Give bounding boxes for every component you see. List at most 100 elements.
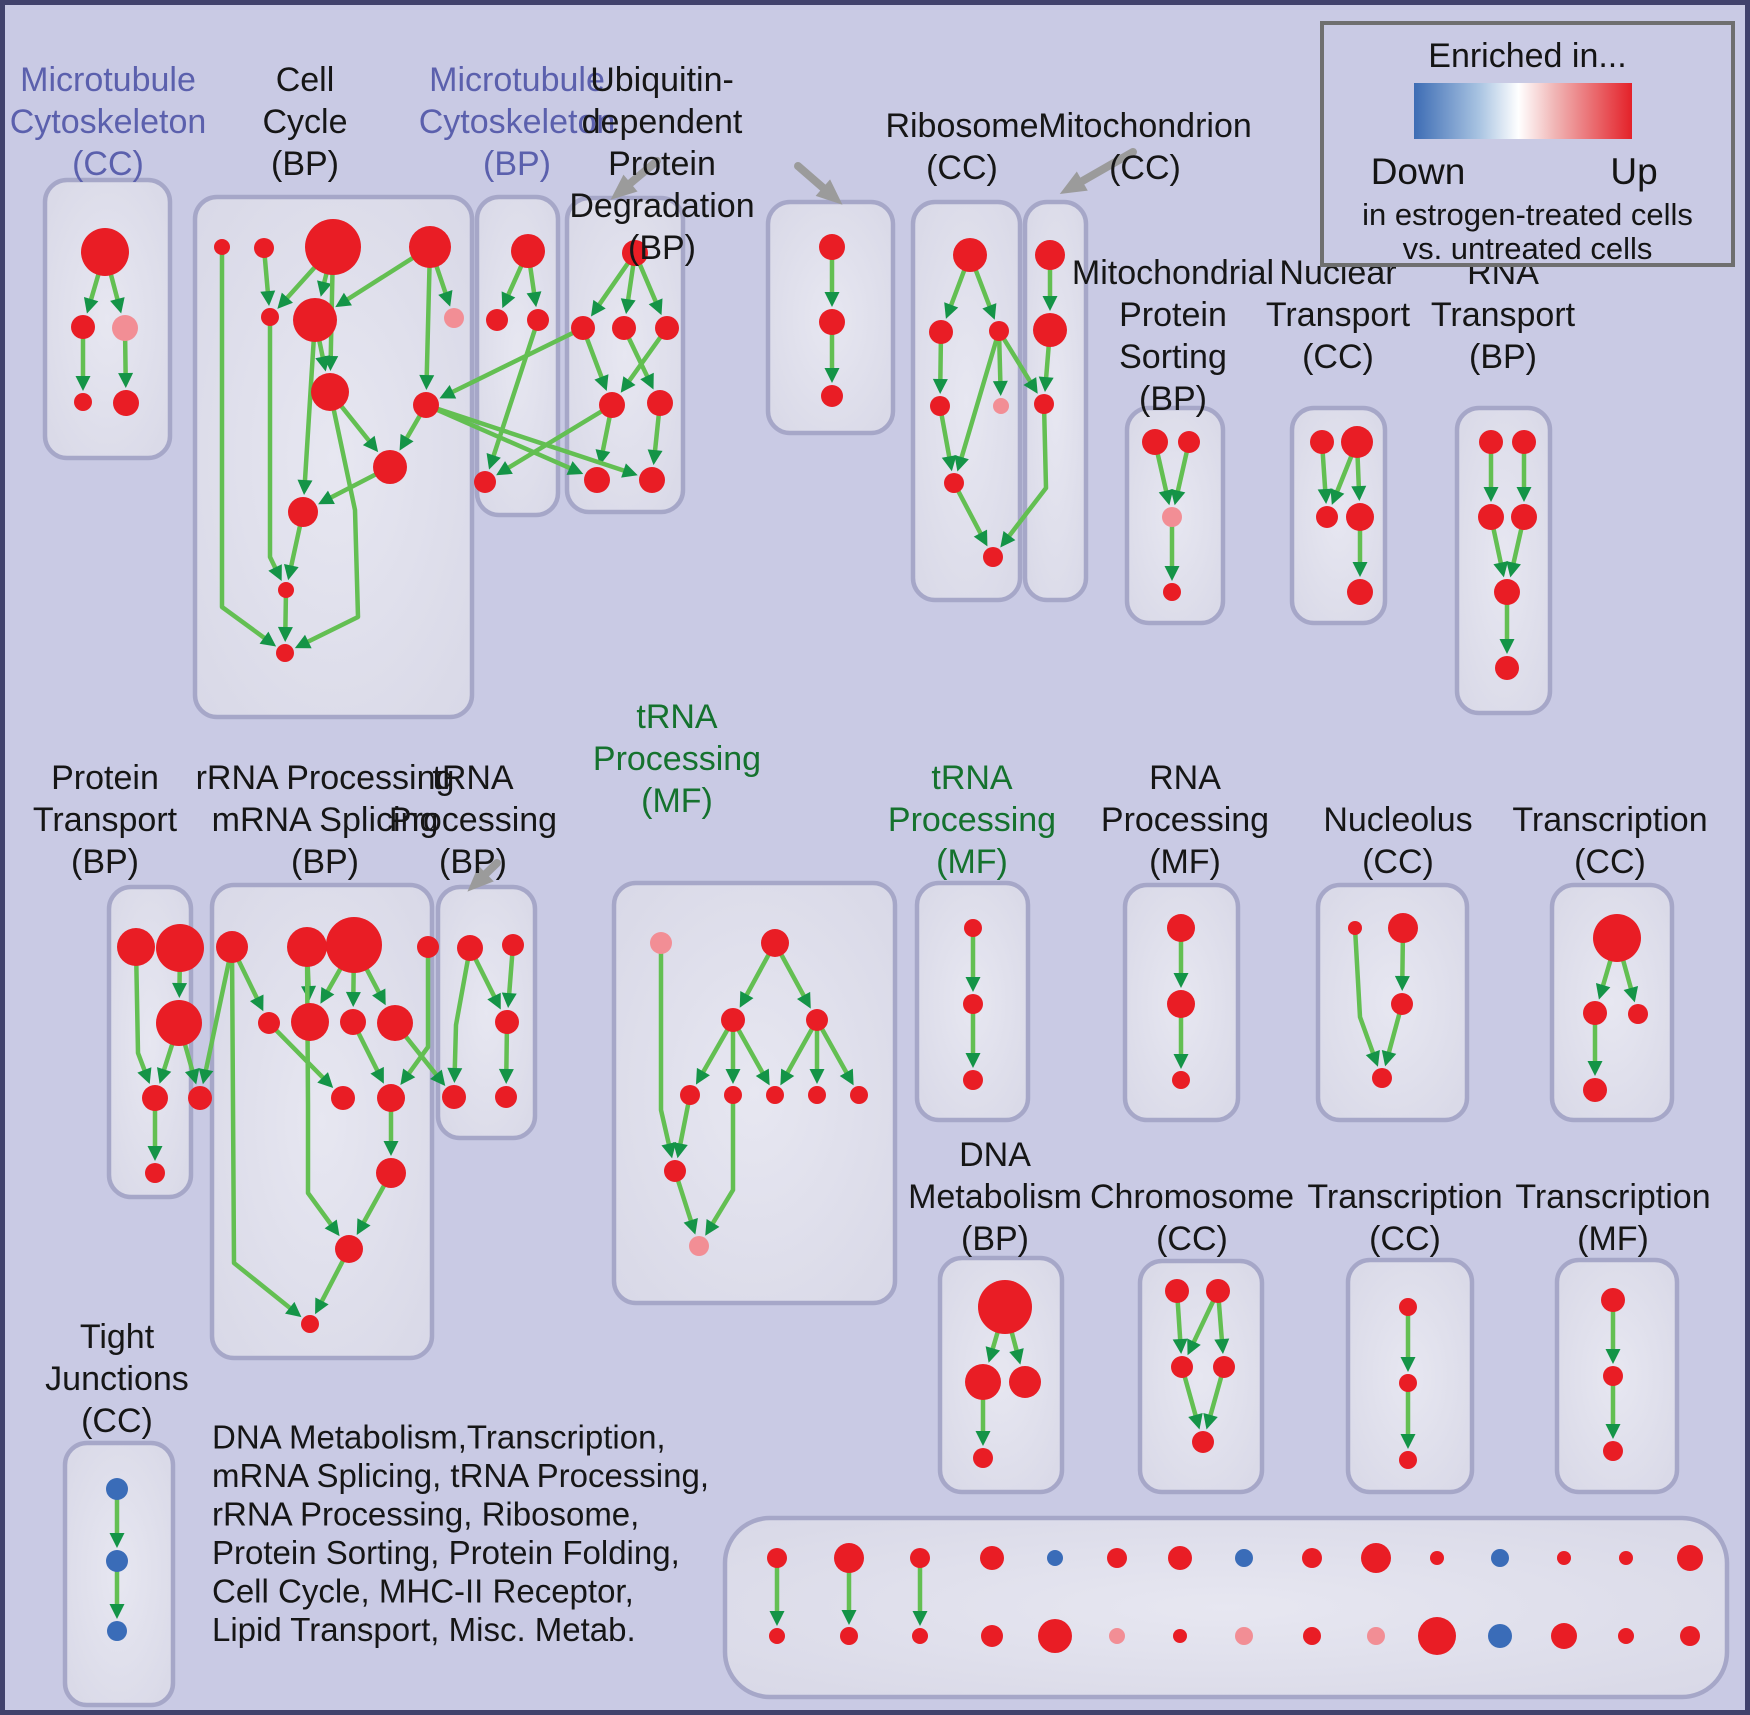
node-shared-terms-8 bbox=[1302, 1548, 1322, 1568]
group-box-cell-cycle bbox=[192, 194, 475, 720]
node-ubiquitin-5 bbox=[647, 390, 673, 416]
node-cell-cycle-6 bbox=[444, 308, 464, 328]
edge-rrna-mrna-2-head bbox=[320, 987, 335, 1004]
node-nucleolus-0 bbox=[1348, 921, 1362, 935]
edge-rrna-mrna-5-head bbox=[400, 1068, 416, 1086]
cross-edge-3-head bbox=[198, 1068, 214, 1085]
group-title-trna-bp: Processing bbox=[389, 801, 557, 839]
edge-trna-mf-big-6-head bbox=[809, 1069, 825, 1084]
node-dna-metabolism-3 bbox=[973, 1448, 993, 1468]
cross-edge-1-head bbox=[1000, 531, 1016, 548]
node-shared-terms-23 bbox=[1303, 1627, 1321, 1645]
group-title-trna-mf-big: (MF) bbox=[641, 782, 713, 820]
group-title-microtubule-cc: Microtubule bbox=[20, 61, 196, 99]
node-transcription-cc-a-2 bbox=[1628, 1004, 1648, 1024]
group-title-rna-transport: (BP) bbox=[1469, 338, 1537, 376]
group-title-ubiquitin: Ubiquitin- bbox=[590, 61, 734, 99]
node-shared-terms-18 bbox=[981, 1625, 1003, 1647]
edge-cell-cycle-6-head bbox=[438, 290, 453, 307]
group-box-ubiquitin bbox=[564, 195, 686, 515]
group-box-rna-transport bbox=[1454, 405, 1553, 716]
edge-trna-bp-2-head bbox=[447, 1067, 463, 1084]
label-pointer-arrow-2-head bbox=[1059, 171, 1088, 195]
node-chromosome-1 bbox=[1206, 1279, 1230, 1303]
node-microtubule-cc-2 bbox=[112, 315, 138, 341]
edge-cell-cycle-7-head bbox=[419, 374, 435, 391]
group-box-rrna-mrna bbox=[209, 882, 435, 1361]
group-title-nuclear-transport: (CC) bbox=[1302, 338, 1374, 376]
node-shared-terms-10 bbox=[1430, 1551, 1444, 1565]
edge-ubiquitin-4-head bbox=[640, 372, 654, 390]
node-shared-terms-4 bbox=[1047, 1550, 1063, 1566]
cross-edge-0-head bbox=[1023, 377, 1038, 394]
edge-mito-protein-sorting-0-head bbox=[1158, 489, 1174, 506]
node-transcription-mf-0 bbox=[1601, 1288, 1625, 1312]
node-shared-terms-5 bbox=[1107, 1548, 1127, 1568]
edge-microtubule-bp-2 bbox=[491, 317, 541, 458]
edge-trna-bp-3-head bbox=[498, 1068, 514, 1085]
legend-title: Enriched in... bbox=[1428, 37, 1627, 75]
node-ubiquitin-2-1 bbox=[819, 309, 845, 335]
node-shared-terms-1 bbox=[834, 1543, 864, 1573]
node-trna-mf-big-1 bbox=[761, 929, 789, 957]
edge-microtubule-cc-3-head bbox=[118, 372, 134, 389]
node-tight-junctions-0 bbox=[106, 1478, 128, 1500]
edge-mito-protein-sorting-2-head bbox=[1164, 566, 1180, 581]
cross-edge-4-head bbox=[566, 461, 584, 475]
label-pointer-arrow-0 bbox=[626, 157, 661, 188]
edge-transcription-mf-1-head bbox=[1605, 1424, 1621, 1439]
node-transcription-cc-a-3 bbox=[1583, 1078, 1607, 1102]
node-rna-transport-3 bbox=[1511, 504, 1537, 530]
node-shared-terms-11 bbox=[1491, 1549, 1509, 1567]
node-trna-mf-big-2 bbox=[721, 1008, 745, 1032]
edge-trna-mf-big-11-head bbox=[705, 1219, 720, 1236]
node-nuclear-transport-3 bbox=[1346, 503, 1374, 531]
node-mitochondrion-2 bbox=[1034, 394, 1054, 414]
node-microtubule-cc-4 bbox=[113, 390, 139, 416]
node-protein-transport-0 bbox=[117, 928, 155, 966]
edge-trna-mf-big-4-head bbox=[755, 1068, 770, 1086]
group-title-mitochondrion: (CC) bbox=[1109, 149, 1181, 187]
group-title-transcription-cc-a: (CC) bbox=[1574, 843, 1646, 881]
node-rrna-mrna-9 bbox=[377, 1084, 405, 1112]
group-title-rrna-mrna: (BP) bbox=[291, 843, 359, 881]
node-transcription-cc-a-0 bbox=[1593, 914, 1641, 962]
node-ubiquitin-7 bbox=[639, 467, 665, 493]
node-ubiquitin-2-0 bbox=[819, 234, 845, 260]
edge-rrna-mrna-7-head bbox=[370, 1066, 384, 1084]
group-box-chromosome bbox=[1137, 1258, 1265, 1495]
label-pointer-arrow-0-head bbox=[610, 174, 638, 200]
edge-shared-terms-2-head bbox=[912, 1611, 928, 1626]
node-chromosome-3 bbox=[1213, 1356, 1235, 1378]
group-title-ubiquitin: (BP) bbox=[628, 229, 696, 267]
edge-rna-transport-1-head bbox=[1516, 487, 1532, 502]
node-transcription-cc-b-2 bbox=[1399, 1451, 1417, 1469]
node-cell-cycle-8 bbox=[413, 392, 439, 418]
node-rna-transport-0 bbox=[1479, 430, 1503, 454]
edge-cell-cycle-10-head bbox=[362, 435, 379, 453]
edge-transcription-cc-a-2-head bbox=[1587, 1061, 1603, 1076]
edge-trna-bp-2 bbox=[452, 945, 473, 1071]
group-box-shared-terms bbox=[722, 1515, 1730, 1700]
misc-terms-note-line: DNA Metabolism,Transcription, bbox=[212, 1419, 666, 1456]
node-rna-transport-5 bbox=[1495, 656, 1519, 680]
edge-mitochondrion-0-head bbox=[1042, 296, 1058, 311]
misc-terms-note-line: mRNA Splicing, tRNA Processing, bbox=[212, 1457, 709, 1494]
node-trna-mf-big-7 bbox=[808, 1086, 826, 1104]
node-rrna-mrna-10 bbox=[376, 1158, 406, 1188]
node-trna-bp-0 bbox=[457, 935, 483, 961]
edge-cell-cycle-14-head bbox=[277, 626, 293, 643]
node-tight-junctions-1 bbox=[106, 1550, 128, 1572]
group-title-transcription-cc-a: Transcription bbox=[1512, 801, 1707, 839]
edge-ubiquitin-2-head bbox=[648, 298, 663, 316]
group-title-trna-mf-small: (MF) bbox=[936, 843, 1008, 881]
node-shared-terms-9 bbox=[1361, 1543, 1391, 1573]
node-rna-processing-mf-2 bbox=[1172, 1071, 1190, 1089]
cross-edge-7 bbox=[506, 402, 615, 470]
group-title-ubiquitin: Protein bbox=[608, 145, 716, 183]
cross-edge-6 bbox=[450, 325, 586, 395]
node-shared-terms-22 bbox=[1235, 1627, 1253, 1645]
group-title-chromosome: Chromosome bbox=[1090, 1178, 1294, 1216]
group-title-transcription-mf: (MF) bbox=[1577, 1220, 1649, 1258]
group-title-ribosome: (CC) bbox=[926, 149, 998, 187]
